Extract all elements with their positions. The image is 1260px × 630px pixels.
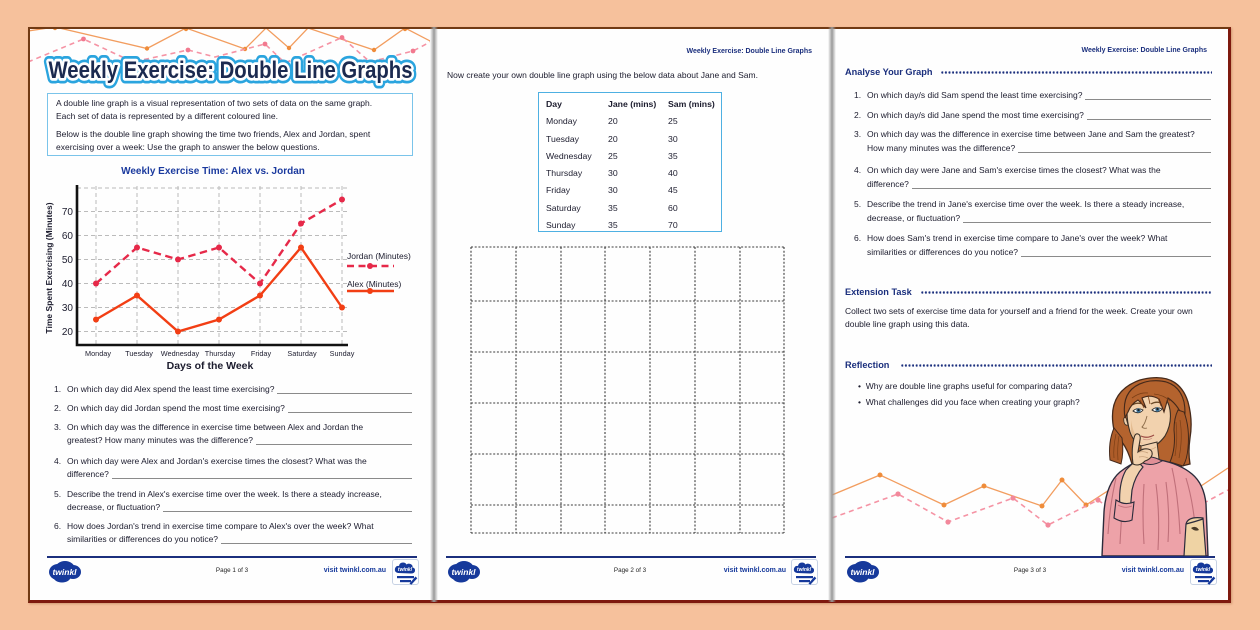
svg-text:Saturday: Saturday <box>287 349 317 358</box>
svg-text:50: 50 <box>62 255 74 266</box>
svg-text:twinkl: twinkl <box>797 567 812 573</box>
svg-text:40: 40 <box>62 279 74 290</box>
svg-text:Alex (Minutes): Alex (Minutes) <box>347 279 401 289</box>
svg-text:Monday: Monday <box>85 349 111 358</box>
svg-text:twinkl: twinkl <box>52 567 77 577</box>
svg-text:twinkl: twinkl <box>850 567 875 577</box>
svg-text:60: 60 <box>62 231 74 242</box>
svg-text:Time Spent Exercising (Minutes: Time Spent Exercising (Minutes) <box>44 202 54 333</box>
svg-text:20: 20 <box>62 327 74 338</box>
svg-text:70: 70 <box>62 207 74 218</box>
svg-text:Weekly Exercise: Double Line G: Weekly Exercise: Double Line Graphs <box>49 57 413 84</box>
svg-text:Friday: Friday <box>251 349 272 358</box>
svg-text:Weekly Exercise: Double Line G: Weekly Exercise: Double Line Graphs <box>49 57 413 84</box>
svg-text:Sunday: Sunday <box>330 349 355 358</box>
svg-text:Thursday: Thursday <box>205 349 236 358</box>
svg-text:Wednesday: Wednesday <box>161 349 200 358</box>
svg-text:Weekly Exercise: Double Line G: Weekly Exercise: Double Line Graphs <box>49 57 413 84</box>
svg-text:twinkl: twinkl <box>1196 567 1211 573</box>
svg-text:Tuesday: Tuesday <box>125 349 153 358</box>
svg-text:twinkl: twinkl <box>398 567 413 573</box>
svg-text:Days of the Week: Days of the Week <box>167 360 254 372</box>
svg-text:twinkl: twinkl <box>451 567 476 577</box>
svg-text:Jordan (Minutes): Jordan (Minutes) <box>347 251 411 261</box>
svg-text:30: 30 <box>62 303 74 314</box>
